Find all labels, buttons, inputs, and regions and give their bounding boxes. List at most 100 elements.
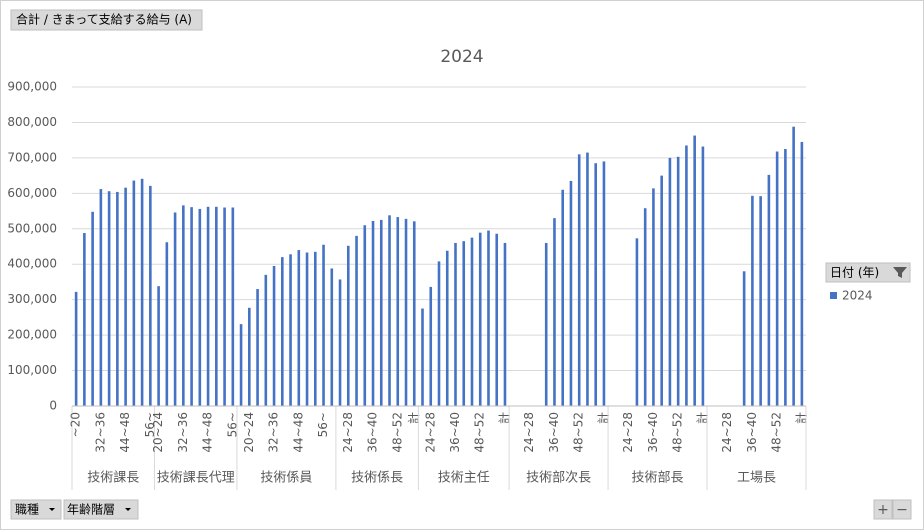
bar xyxy=(264,274,268,406)
axis-button[interactable] xyxy=(63,499,139,520)
x-tick-label: 48~52 xyxy=(572,412,586,453)
bar xyxy=(652,188,655,406)
x-tick-label: 計 xyxy=(595,412,610,424)
bar xyxy=(594,163,597,406)
x-tick-label: 56~ xyxy=(316,412,330,437)
group-label: 技術主任 xyxy=(438,471,490,486)
x-tick-label: 36~40 xyxy=(745,412,759,453)
bar xyxy=(544,242,548,406)
bar xyxy=(124,187,127,406)
bar xyxy=(792,126,795,406)
bar xyxy=(379,219,383,406)
bar xyxy=(83,233,86,406)
bar xyxy=(660,175,663,406)
bar xyxy=(635,238,639,406)
y-tick-label: 200,000 xyxy=(7,328,57,342)
bar xyxy=(668,157,672,406)
bar xyxy=(561,189,565,406)
group-label: 工場長 xyxy=(737,471,776,486)
bar xyxy=(256,289,259,406)
legend-swatch xyxy=(830,292,837,299)
bar xyxy=(206,206,210,406)
bar xyxy=(701,146,705,406)
zoom-out-button[interactable] xyxy=(892,499,912,520)
bar xyxy=(577,154,581,406)
bar xyxy=(305,252,309,406)
bar xyxy=(503,242,507,406)
bar xyxy=(487,230,490,406)
x-tick-label: 48~52 xyxy=(770,412,784,453)
y-tick-label: 500,000 xyxy=(7,221,57,235)
field-button[interactable] xyxy=(10,9,203,31)
bar xyxy=(429,286,433,406)
bar xyxy=(643,208,647,406)
x-tick-label: ~20 xyxy=(69,412,83,437)
bar xyxy=(478,232,482,406)
group-label: 技術課長代理 xyxy=(157,470,235,486)
bar xyxy=(289,254,292,406)
filter-icon xyxy=(893,267,907,278)
zoom-in-button[interactable] xyxy=(873,499,893,520)
bar xyxy=(355,235,358,406)
bar xyxy=(462,241,466,406)
x-tick-label: 32~36 xyxy=(176,412,190,453)
x-tick-label: 32~36 xyxy=(93,412,107,453)
bar xyxy=(470,237,474,406)
x-tick-label: 24~28 xyxy=(341,412,355,453)
chart-title: 2024 xyxy=(440,47,483,67)
bar xyxy=(445,250,449,406)
x-tick-label: 44~48 xyxy=(291,412,305,453)
bar xyxy=(338,279,342,406)
bar xyxy=(91,211,94,406)
bar xyxy=(412,221,416,406)
bar xyxy=(74,291,78,406)
x-tick-label: 24~28 xyxy=(621,412,635,453)
bar xyxy=(693,135,696,406)
bar xyxy=(495,233,499,406)
x-tick-label: 計 xyxy=(406,412,421,424)
bar xyxy=(388,215,391,406)
x-tick-label: 20~24 xyxy=(242,412,256,453)
legend-title: 日付 (年) xyxy=(830,266,879,280)
bar xyxy=(742,271,746,406)
bar xyxy=(116,191,119,406)
bar xyxy=(553,218,556,406)
bar xyxy=(404,218,408,406)
bar xyxy=(371,220,375,406)
y-tick-label: 800,000 xyxy=(7,115,57,129)
bar xyxy=(800,141,804,406)
group-label: 技術係長 xyxy=(351,471,403,486)
bar xyxy=(767,174,771,406)
bar xyxy=(421,308,424,406)
bar xyxy=(272,265,276,406)
zoom-in-label: + xyxy=(877,502,889,518)
bar xyxy=(775,151,779,406)
x-tick-label: 56~ xyxy=(143,412,157,437)
legend-label: 2024 xyxy=(842,289,873,303)
field-button-label: 合計 / きまって支給する給与 (A) xyxy=(16,12,192,27)
x-tick-label: 48~52 xyxy=(390,412,404,453)
bar xyxy=(454,242,457,406)
dropdown-icon xyxy=(49,508,55,511)
group-label: 技術部次長 xyxy=(526,470,591,486)
bar xyxy=(107,191,111,406)
bar xyxy=(322,244,325,406)
x-tick-label: 36~40 xyxy=(547,412,561,453)
group-label: 技術課長 xyxy=(87,470,139,486)
axis-button[interactable] xyxy=(10,499,62,520)
legend-filter-button[interactable] xyxy=(825,262,911,283)
bar xyxy=(602,161,606,406)
group-label: 技術係員 xyxy=(260,471,312,486)
zoom-out-label: − xyxy=(896,502,908,518)
x-tick-label: 20~24 xyxy=(151,412,165,453)
bar xyxy=(297,250,301,406)
bar xyxy=(363,225,367,406)
bar xyxy=(437,261,441,406)
bar xyxy=(140,178,144,406)
bar xyxy=(132,180,136,406)
bar xyxy=(198,208,202,406)
x-tick-label: 48~52 xyxy=(473,412,487,453)
x-tick-label: 36~40 xyxy=(646,412,660,453)
